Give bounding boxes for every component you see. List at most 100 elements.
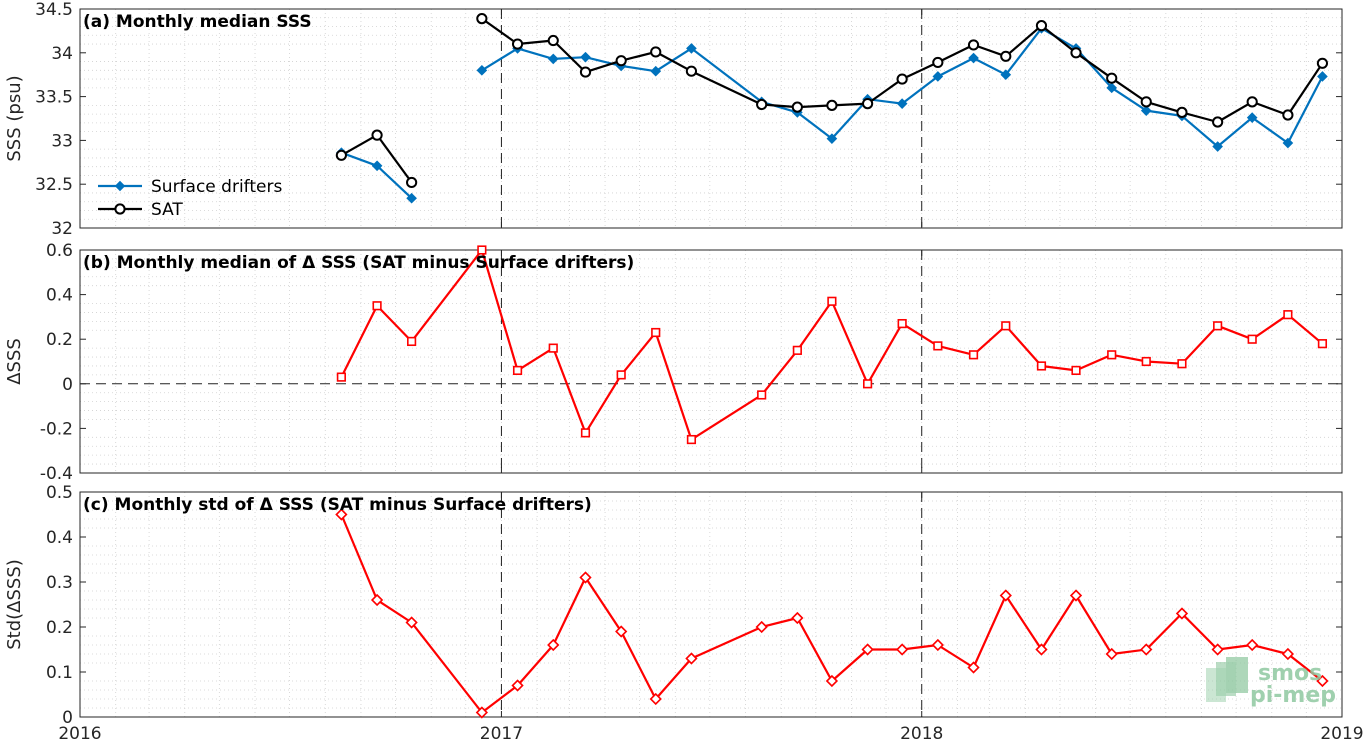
plot-area (80, 9, 1342, 228)
data-point (1000, 69, 1012, 81)
data-point (1246, 112, 1258, 123)
data-point (1106, 82, 1118, 94)
data-point (1141, 356, 1151, 367)
data-point (686, 43, 697, 54)
data-point (1140, 96, 1152, 108)
panel-a: 32 32.5 33 33.5 34 34.5 SSS (psu) (a) Monthly m… (4, 0, 1343, 239)
data-point (827, 296, 837, 306)
data-point (757, 390, 767, 400)
data-point (579, 66, 592, 78)
data-point (1000, 50, 1012, 62)
axes-box (79, 8, 1343, 229)
data-point (579, 571, 592, 584)
data-point (1212, 116, 1224, 128)
data-point (685, 652, 698, 665)
y-tick-label: 0.5 (46, 483, 73, 503)
data-point (650, 46, 662, 58)
data-point (477, 245, 487, 255)
data-point (826, 133, 838, 144)
data-point (756, 98, 768, 111)
logo-text-line1: smos (1258, 661, 1322, 686)
data-point (791, 611, 804, 625)
data-point (371, 129, 383, 141)
y-tick-label: 0.4 (46, 528, 73, 548)
series-line (481, 17, 1324, 124)
data-point (792, 345, 802, 355)
data-point (932, 71, 944, 82)
y-tick-label: 0.2 (46, 330, 73, 350)
y-tick-label: 33 (51, 131, 73, 151)
y-tick-label: 0.6 (46, 241, 73, 261)
y-tick-label: 0.3 (46, 573, 73, 593)
data-point (511, 38, 524, 50)
data-point (1212, 141, 1223, 152)
data-point (1035, 643, 1048, 656)
y-tick-label: 32 (51, 219, 73, 239)
series-0 (336, 22, 1328, 204)
data-point (999, 589, 1012, 602)
data-point (335, 508, 348, 521)
data-point (475, 706, 488, 719)
x-tick-label: 2016 (58, 724, 101, 744)
y-axis-label: SSS (psu) (4, 75, 25, 161)
data-point (547, 638, 560, 652)
data-point (897, 318, 907, 329)
data-point (406, 176, 418, 189)
data-point (1246, 638, 1259, 652)
series-0 (336, 245, 1328, 445)
y-tick-label: 34 (51, 44, 73, 64)
legend-marker (114, 203, 126, 215)
data-point (512, 365, 523, 376)
legend-label: Surface drifters (151, 177, 282, 197)
data-point (1175, 607, 1189, 620)
data-point (933, 341, 943, 351)
data-point (968, 350, 979, 360)
panel-c: 0 0.1 0.2 0.3 0.4 0.5 2016 2017 2018 2019 Std(ΔSSS… (4, 483, 1364, 744)
y-tick-label: 34.5 (35, 0, 73, 20)
data-point (1281, 647, 1295, 661)
data-point (686, 434, 697, 445)
data-point (1001, 321, 1011, 331)
data-point (1106, 72, 1118, 84)
data-point (1211, 643, 1224, 656)
panel-title: (c) Monthly std of Δ SSS (SAT minus Surf… (83, 495, 592, 515)
data-point (1316, 674, 1329, 688)
series-1 (335, 13, 1329, 189)
y-axis-label: ΔSSS (4, 338, 25, 385)
data-point (336, 372, 346, 382)
data-point (1036, 361, 1047, 371)
data-point (825, 674, 839, 688)
data-point (1069, 589, 1083, 602)
logo-block (1226, 657, 1248, 693)
y-tick-label: 33.5 (35, 88, 73, 108)
data-point (1246, 96, 1258, 108)
data-point (931, 638, 944, 652)
y-tick-label: 0 (62, 375, 73, 395)
data-point (932, 56, 944, 69)
data-point (407, 336, 417, 347)
data-point (1070, 47, 1082, 59)
data-point (650, 65, 662, 77)
data-point (1317, 71, 1328, 82)
panel-b: -0.4 -0.2 0 0.2 0.4 0.6 ΔSSS (b) Monthly median… (4, 241, 1343, 484)
data-point (896, 643, 909, 656)
data-point (967, 39, 980, 51)
series-0 (335, 508, 1329, 719)
y-tick-label: -0.4 (40, 464, 73, 484)
data-point (896, 73, 908, 85)
legend: Surface drifters SAT (98, 177, 282, 220)
data-point (1140, 105, 1152, 116)
data-point (968, 52, 979, 64)
logo-text-line2: pi-mep (1250, 683, 1336, 708)
data-point (826, 99, 838, 111)
data-point (1316, 57, 1329, 69)
data-point (649, 692, 662, 706)
data-point (370, 593, 384, 607)
data-point (651, 327, 661, 338)
data-point (615, 55, 627, 67)
data-point (476, 64, 488, 76)
data-point (616, 370, 626, 380)
y-tick-label: 0.4 (46, 286, 73, 306)
